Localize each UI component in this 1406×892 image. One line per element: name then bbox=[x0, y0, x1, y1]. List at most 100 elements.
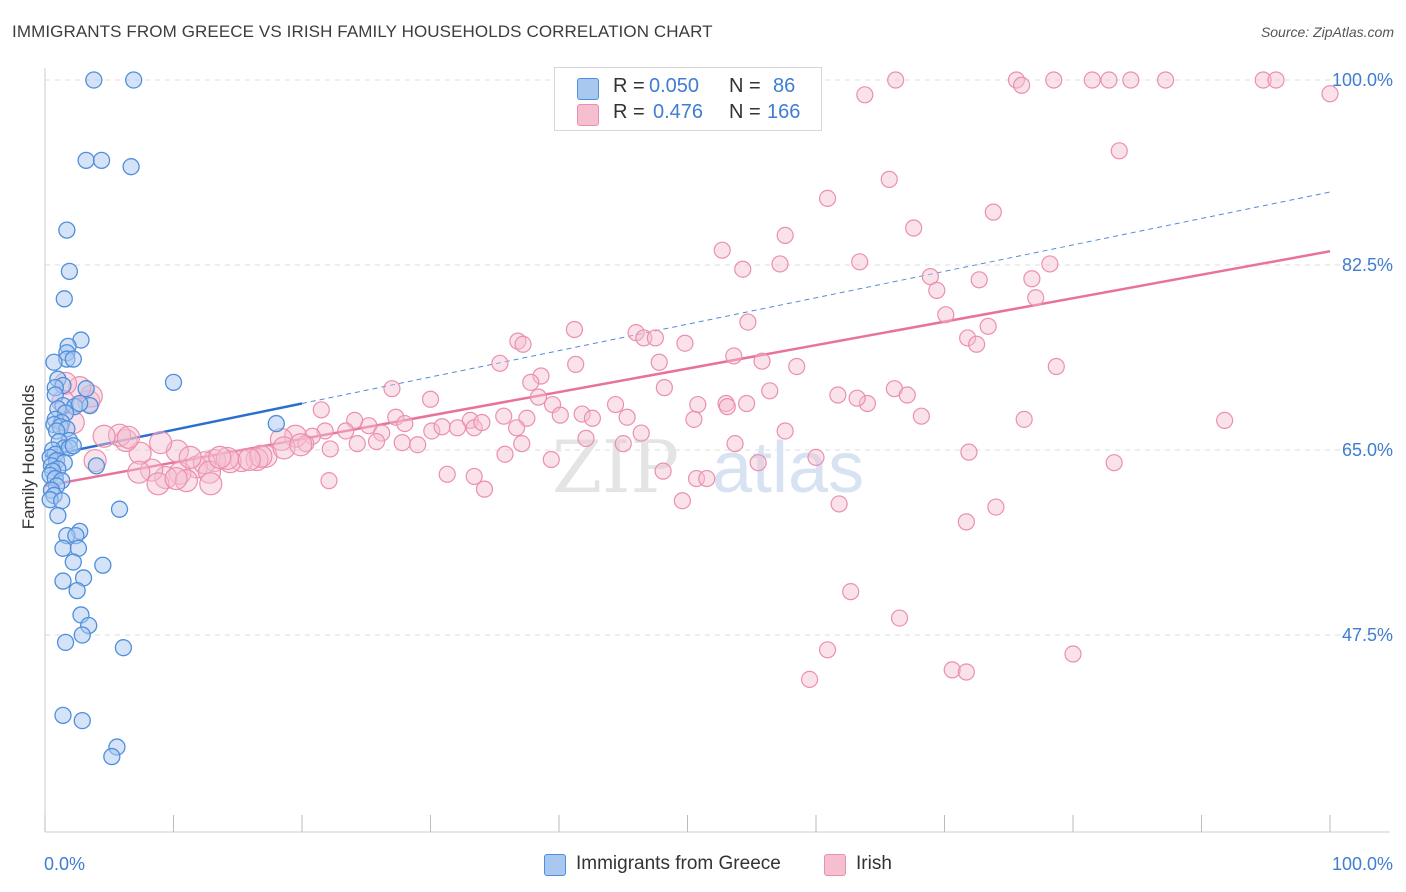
greece-point bbox=[94, 556, 112, 574]
correlation-legend: R = 0.050 N = 86 R = 0.476 N = 166 bbox=[554, 67, 822, 131]
irish-point bbox=[127, 460, 151, 484]
irish-point bbox=[522, 373, 540, 391]
irish-point bbox=[1007, 71, 1026, 89]
irish-point bbox=[421, 390, 440, 408]
irish-point bbox=[928, 281, 946, 299]
greece-point bbox=[49, 506, 67, 525]
irish-point bbox=[514, 335, 532, 353]
irish-point bbox=[1045, 71, 1063, 89]
irish-point bbox=[409, 436, 427, 454]
irish-point bbox=[387, 408, 405, 426]
greece-point bbox=[87, 457, 106, 475]
greece-point bbox=[56, 633, 75, 652]
greece-point bbox=[73, 626, 91, 644]
greece-point bbox=[64, 553, 82, 571]
greece-point bbox=[114, 639, 133, 657]
irish-point bbox=[718, 398, 736, 416]
irish-point bbox=[654, 462, 672, 480]
irish-point bbox=[689, 395, 707, 414]
irish-point bbox=[1041, 255, 1059, 273]
irish-swatch-icon bbox=[577, 104, 599, 126]
irish-point bbox=[673, 492, 691, 510]
greece-point bbox=[110, 500, 129, 518]
irish-point bbox=[957, 663, 975, 681]
irish-point bbox=[739, 313, 757, 331]
greece-point bbox=[164, 373, 183, 391]
irish-point bbox=[880, 170, 898, 188]
irish-point bbox=[979, 317, 997, 335]
irish-point bbox=[491, 354, 509, 372]
irish-point bbox=[496, 445, 514, 463]
irish-point bbox=[529, 388, 548, 406]
irish-point bbox=[898, 386, 916, 404]
irish-point bbox=[646, 329, 664, 347]
n-label: N = bbox=[729, 101, 761, 123]
greece-trend-line bbox=[44, 402, 303, 458]
irish-point bbox=[776, 226, 794, 244]
irish-point bbox=[1321, 85, 1339, 103]
n-label: N = bbox=[729, 75, 761, 97]
irish-point bbox=[890, 609, 909, 627]
greece-point bbox=[64, 350, 82, 368]
greece-point bbox=[77, 380, 95, 398]
irish-point bbox=[337, 422, 355, 440]
y-tick-label: 82.5% bbox=[1342, 255, 1393, 275]
irish-point bbox=[154, 465, 178, 490]
greece-point bbox=[53, 492, 71, 510]
irish-point bbox=[1267, 71, 1285, 89]
irish-point bbox=[1083, 71, 1101, 89]
watermark-atlas: atlas bbox=[712, 428, 864, 508]
irish-point bbox=[606, 395, 625, 414]
irish-legend-icon bbox=[824, 854, 846, 876]
irish-point bbox=[614, 435, 632, 453]
irish-point bbox=[116, 425, 141, 449]
x-tick-label-max: 100.0% bbox=[1332, 854, 1393, 874]
irish-point bbox=[937, 306, 955, 324]
irish-point bbox=[734, 260, 752, 278]
greece-point bbox=[45, 353, 63, 371]
irish-point bbox=[749, 454, 767, 472]
source-label: Source: ZipAtlas.com bbox=[1260, 24, 1394, 40]
legend-greece-label: Immigrants from Greece bbox=[576, 853, 781, 874]
greece-point bbox=[71, 394, 89, 413]
greece-point bbox=[125, 71, 143, 89]
irish-point bbox=[577, 429, 595, 447]
irish-point bbox=[551, 406, 569, 424]
irish-point bbox=[818, 189, 837, 207]
irish-point bbox=[448, 419, 467, 437]
irish-point bbox=[383, 380, 401, 398]
irish-point bbox=[423, 422, 441, 440]
irish-point bbox=[818, 641, 837, 659]
r-value: 0.476 bbox=[653, 101, 704, 123]
irish-point bbox=[959, 329, 977, 347]
irish-point bbox=[618, 408, 636, 426]
y-tick-label: 100.0% bbox=[1332, 70, 1393, 90]
n-value: 166 bbox=[767, 101, 801, 123]
irish-point bbox=[396, 414, 414, 433]
greece-point bbox=[77, 151, 95, 169]
irish-point bbox=[655, 379, 673, 397]
irish-point bbox=[970, 271, 988, 289]
irish-point bbox=[905, 219, 923, 237]
y-tick-label: 65.0% bbox=[1342, 440, 1393, 460]
irish-point bbox=[921, 268, 939, 286]
x-tick-label-min: 0.0% bbox=[44, 854, 85, 874]
irish-point bbox=[312, 401, 330, 419]
irish-point bbox=[320, 472, 338, 490]
y-axis-label: Family Households bbox=[19, 385, 38, 530]
greece-point bbox=[85, 71, 103, 89]
irish-point bbox=[957, 513, 975, 531]
irish-point bbox=[438, 465, 456, 483]
irish-point bbox=[237, 447, 261, 472]
irish-point bbox=[513, 435, 531, 453]
irish-point bbox=[1012, 76, 1031, 94]
irish-point bbox=[984, 203, 1002, 221]
irish-point bbox=[761, 382, 779, 400]
irish-point bbox=[1156, 71, 1175, 89]
irish-point bbox=[367, 432, 386, 451]
irish-point bbox=[360, 417, 378, 435]
irish-point bbox=[495, 407, 513, 425]
irish-point bbox=[1254, 71, 1272, 89]
irish-point bbox=[199, 472, 223, 496]
irish-point bbox=[753, 352, 771, 370]
